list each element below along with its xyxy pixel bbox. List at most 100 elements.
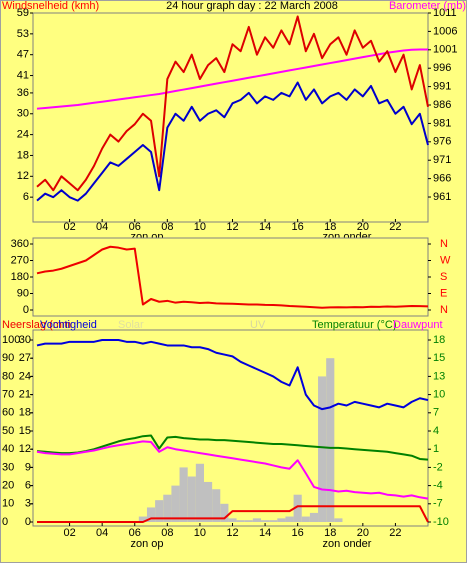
x-tick-label: 18: [324, 527, 336, 539]
y2-tick-label: 966: [433, 173, 451, 185]
y-tick-label: 50: [2, 425, 14, 437]
y2-tick-label: 10: [433, 389, 445, 401]
solar-bar: [252, 518, 262, 522]
solar-bar: [146, 507, 156, 522]
x-tick-label: 12: [226, 221, 238, 233]
y2-tick-label: 961: [433, 191, 451, 203]
sun-annotation: zon op: [130, 538, 163, 550]
solar-bar: [301, 516, 310, 522]
x-tick-label: 10: [194, 221, 206, 233]
y-tick-label: 0: [2, 516, 8, 528]
y-tick-label: 90: [17, 287, 29, 299]
solar-bar: [171, 485, 180, 522]
solar-bar: [309, 512, 319, 522]
solar-bar: [318, 376, 327, 522]
y3-tick-label: 21: [19, 389, 31, 401]
y-tick-label: 36: [17, 87, 29, 99]
solar-bar: [269, 520, 278, 522]
y2-tick-label: 996: [433, 62, 451, 74]
solar-bar: [326, 358, 335, 522]
solar-bar: [163, 494, 172, 522]
y-tick-label: 40: [2, 443, 14, 455]
y-tick-label: 80: [2, 370, 14, 382]
solar-bar: [228, 518, 237, 522]
y2-tick-label: 971: [433, 154, 451, 166]
solar-bar: [212, 489, 221, 522]
y2-tick-label: -2: [433, 461, 443, 473]
x-tick-label: 22: [389, 527, 401, 539]
y-axis-label: Windsnelheid (kmh): [2, 0, 99, 12]
solar-bar: [285, 516, 294, 522]
y-tick-label: 10: [2, 498, 14, 510]
y-tick-label: 270: [11, 254, 29, 266]
x-tick-label: 04: [96, 527, 108, 539]
y2-tick-label: 1: [433, 443, 439, 455]
x-tick-label: 08: [161, 527, 173, 539]
y-tick-label: 18: [17, 149, 29, 161]
series-label: Temperatuur (°C): [312, 319, 396, 331]
x-tick-label: 20: [357, 221, 369, 233]
solar-bar: [334, 518, 343, 522]
sun-annotation: zon onder: [323, 538, 372, 550]
series-line: [36, 440, 429, 500]
y-tick-label: 90: [2, 352, 14, 364]
y-tick-label: 6: [23, 191, 29, 203]
chart-title: 24 hour graph day : 22 March 2008: [166, 0, 338, 12]
series-label: Vochtigheid: [40, 319, 97, 331]
y2-tick-label: 15: [433, 352, 445, 364]
series-line: [37, 505, 429, 523]
x-tick-label: 16: [292, 221, 304, 233]
x-tick-label: 18: [324, 221, 336, 233]
y2-tick-label: E: [440, 287, 447, 299]
solar-bar: [203, 481, 213, 522]
y-tick-label: 60: [2, 407, 14, 419]
x-tick-label: 04: [96, 221, 108, 233]
y2-axis-label: Barometer (mb): [389, 0, 466, 12]
series-line: [36, 339, 429, 411]
y3-tick-label: 0: [25, 516, 31, 528]
y3-tick-label: 18: [19, 407, 31, 419]
solar-bar: [195, 463, 204, 522]
series-line: [36, 245, 429, 309]
solar-bar: [155, 500, 164, 522]
y2-tick-label: 991: [433, 81, 451, 93]
y3-tick-label: 12: [19, 443, 31, 455]
y2-tick-label: S: [440, 271, 447, 283]
y2-tick-label: -7: [433, 498, 443, 510]
series-line: [36, 81, 429, 202]
x-tick-label: 10: [194, 527, 206, 539]
series-label: Dauwpunt: [393, 319, 443, 331]
solar-bar: [277, 518, 286, 522]
series-label: Neerslag (mm: [2, 319, 71, 331]
y3-tick-label: 24: [19, 370, 31, 382]
x-tick-label: 06: [129, 221, 141, 233]
y2-tick-label: 1001: [433, 44, 457, 56]
solar-bar: [138, 516, 147, 522]
solar-bar: [220, 503, 229, 522]
x-tick-label: 20: [357, 527, 369, 539]
y3-tick-label: 27: [19, 352, 31, 364]
solar-bar: [244, 520, 253, 522]
x-tick-label: 06: [129, 527, 141, 539]
x-tick-label: 22: [389, 221, 401, 233]
y2-tick-label: 1006: [433, 25, 457, 37]
y-tick-label: 53: [17, 28, 29, 40]
series-line: [36, 15, 429, 192]
y3-tick-label: 6: [25, 480, 31, 492]
plot-area: [32, 329, 429, 527]
y-tick-label: 180: [11, 271, 29, 283]
y2-tick-label: 4: [433, 425, 439, 437]
y2-tick-label: 981: [433, 117, 451, 129]
y2-tick-label: 976: [433, 136, 451, 148]
series-label: Solar: [118, 319, 144, 331]
y2-tick-label: W: [440, 254, 451, 266]
y-tick-label: 70: [2, 389, 14, 401]
x-tick-label: 14: [259, 221, 271, 233]
y-tick-label: 24: [17, 129, 29, 141]
y-tick-label: 30: [2, 461, 14, 473]
y3-tick-label: 30: [19, 334, 31, 346]
y2-tick-label: -10: [433, 516, 449, 528]
y2-tick-label: -4: [433, 480, 443, 492]
x-tick-label: 08: [161, 221, 173, 233]
y3-tick-label: 9: [25, 461, 31, 473]
